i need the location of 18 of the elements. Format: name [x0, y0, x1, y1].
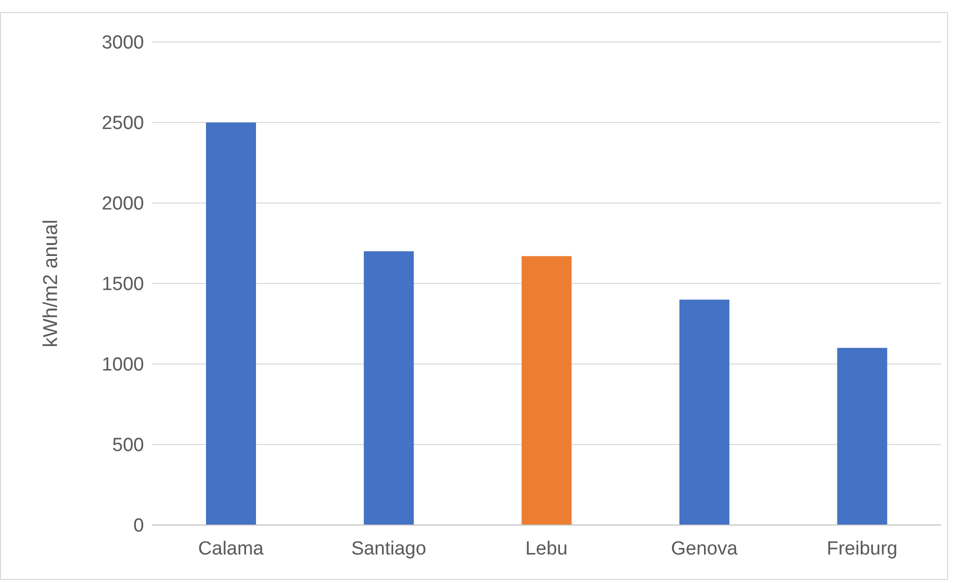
x-tick-label: Lebu [525, 538, 568, 560]
y-tick-label: 0 [133, 516, 144, 537]
x-tick-label: Genova [671, 538, 738, 560]
y-axis-title: kWh/m2 anual [40, 220, 62, 348]
bar [364, 251, 414, 525]
y-tick-label: 1000 [102, 354, 144, 376]
y-tick-label: 2000 [102, 194, 144, 215]
bar [206, 122, 256, 525]
x-tick-label: Santiago [351, 538, 426, 560]
x-tick-label: Freiburg [826, 538, 898, 560]
bar [837, 348, 888, 525]
bar [522, 256, 572, 525]
y-tick-label: 1500 [102, 274, 144, 296]
y-tick-label: 500 [112, 435, 144, 456]
bar [679, 300, 730, 525]
y-tick-label: 3000 [102, 32, 144, 54]
x-tick-label: Calama [198, 538, 264, 560]
y-tick-label: 2500 [102, 113, 144, 134]
